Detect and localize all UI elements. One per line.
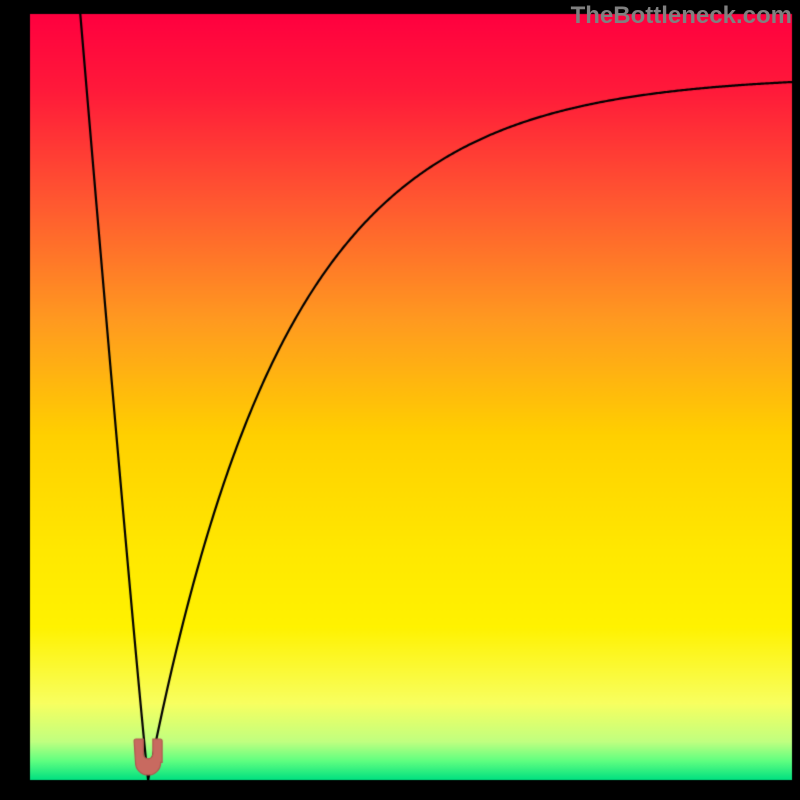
chart-canvas [0, 0, 800, 800]
chart-container: TheBottleneck.com [0, 0, 800, 800]
watermark: TheBottleneck.com [571, 2, 792, 30]
